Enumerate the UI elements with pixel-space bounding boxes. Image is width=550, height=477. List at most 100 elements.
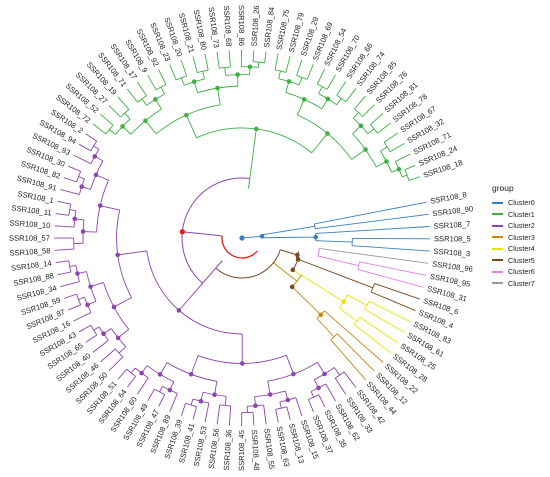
branch <box>217 87 221 105</box>
branch <box>252 50 255 62</box>
branch <box>108 356 124 372</box>
branch <box>249 128 257 179</box>
branch <box>352 112 359 119</box>
branch <box>315 213 429 230</box>
branch <box>85 133 97 142</box>
branch <box>158 69 167 85</box>
branch <box>389 142 405 153</box>
tree-node <box>97 203 103 208</box>
branch <box>343 371 357 388</box>
branch <box>224 67 227 76</box>
branch <box>345 88 357 102</box>
branch <box>353 324 392 354</box>
tree-node <box>396 166 402 172</box>
tip-label: SSR108_45 <box>237 430 246 471</box>
branch <box>359 261 427 276</box>
branch <box>127 376 136 388</box>
branch <box>117 250 147 256</box>
branch <box>228 50 231 68</box>
tip-label: SSR108_84 <box>262 6 276 48</box>
branch <box>216 51 220 69</box>
branch <box>306 63 314 80</box>
branch <box>169 64 177 81</box>
branch <box>298 77 303 85</box>
branch <box>55 213 69 216</box>
branch <box>352 245 430 252</box>
branch <box>279 401 282 409</box>
branch <box>60 189 80 195</box>
branch <box>336 333 375 372</box>
legend-item: Cluster6 <box>492 266 548 278</box>
branch <box>93 326 100 331</box>
branch-arc <box>215 249 281 279</box>
branch <box>190 355 199 375</box>
branch <box>351 149 366 160</box>
tip-label: SSR108_3 <box>433 247 470 259</box>
branch <box>336 98 342 106</box>
tip-label: SSR108_96 <box>432 259 474 273</box>
branch <box>117 96 130 110</box>
tree-node <box>322 371 327 377</box>
branch <box>113 297 132 308</box>
tree-node <box>115 252 120 258</box>
legend-key <box>492 270 503 273</box>
branch <box>224 396 227 406</box>
tree-node <box>286 79 292 84</box>
branch <box>285 56 291 73</box>
tree-node <box>301 97 307 102</box>
tree-node <box>290 267 296 273</box>
branch <box>78 296 85 300</box>
branch <box>263 404 267 425</box>
branch <box>178 288 198 311</box>
branch <box>55 260 69 264</box>
tree-node <box>239 361 245 366</box>
branch <box>274 53 279 70</box>
tree-node <box>267 392 273 397</box>
branch <box>158 394 165 407</box>
tree-node <box>120 124 125 129</box>
branch <box>159 386 163 393</box>
tree-node <box>285 397 291 403</box>
branch <box>190 398 194 406</box>
tree-node <box>143 118 148 124</box>
branch <box>401 174 408 178</box>
tip-label: SSR108_1 <box>17 189 55 205</box>
branch <box>278 70 281 79</box>
branch-arc <box>196 127 312 154</box>
tip-label: SSR108_11 <box>11 203 52 217</box>
branch-arc <box>353 316 360 325</box>
branch <box>339 307 358 322</box>
branch <box>100 348 116 363</box>
branch <box>63 177 77 183</box>
branch <box>147 388 155 401</box>
tree-node <box>384 159 389 164</box>
branch <box>314 201 427 225</box>
branch <box>108 104 121 118</box>
branch-arc <box>221 235 258 259</box>
tip-label: SSR108_10 <box>9 218 50 230</box>
legend-item: Cluster0 <box>492 197 548 209</box>
branch <box>100 205 120 211</box>
legend-label: Cluster1 <box>508 209 535 219</box>
branch <box>169 393 178 412</box>
branch <box>357 269 424 288</box>
branch <box>145 120 157 135</box>
branch <box>334 377 347 395</box>
branch <box>261 225 315 236</box>
branch <box>370 113 384 125</box>
dendrogram-nodes <box>72 64 402 409</box>
branch <box>182 231 223 237</box>
branch <box>297 258 374 289</box>
branch <box>296 59 303 76</box>
tree-node <box>253 403 258 409</box>
branch <box>364 308 405 333</box>
branch <box>273 262 298 282</box>
branch <box>137 377 149 395</box>
tree-node <box>92 154 98 159</box>
branch <box>204 53 209 71</box>
tree-node <box>235 72 240 77</box>
tree-node <box>80 229 86 234</box>
branch-arc <box>383 141 391 152</box>
branch <box>78 176 85 180</box>
branch <box>192 406 197 420</box>
